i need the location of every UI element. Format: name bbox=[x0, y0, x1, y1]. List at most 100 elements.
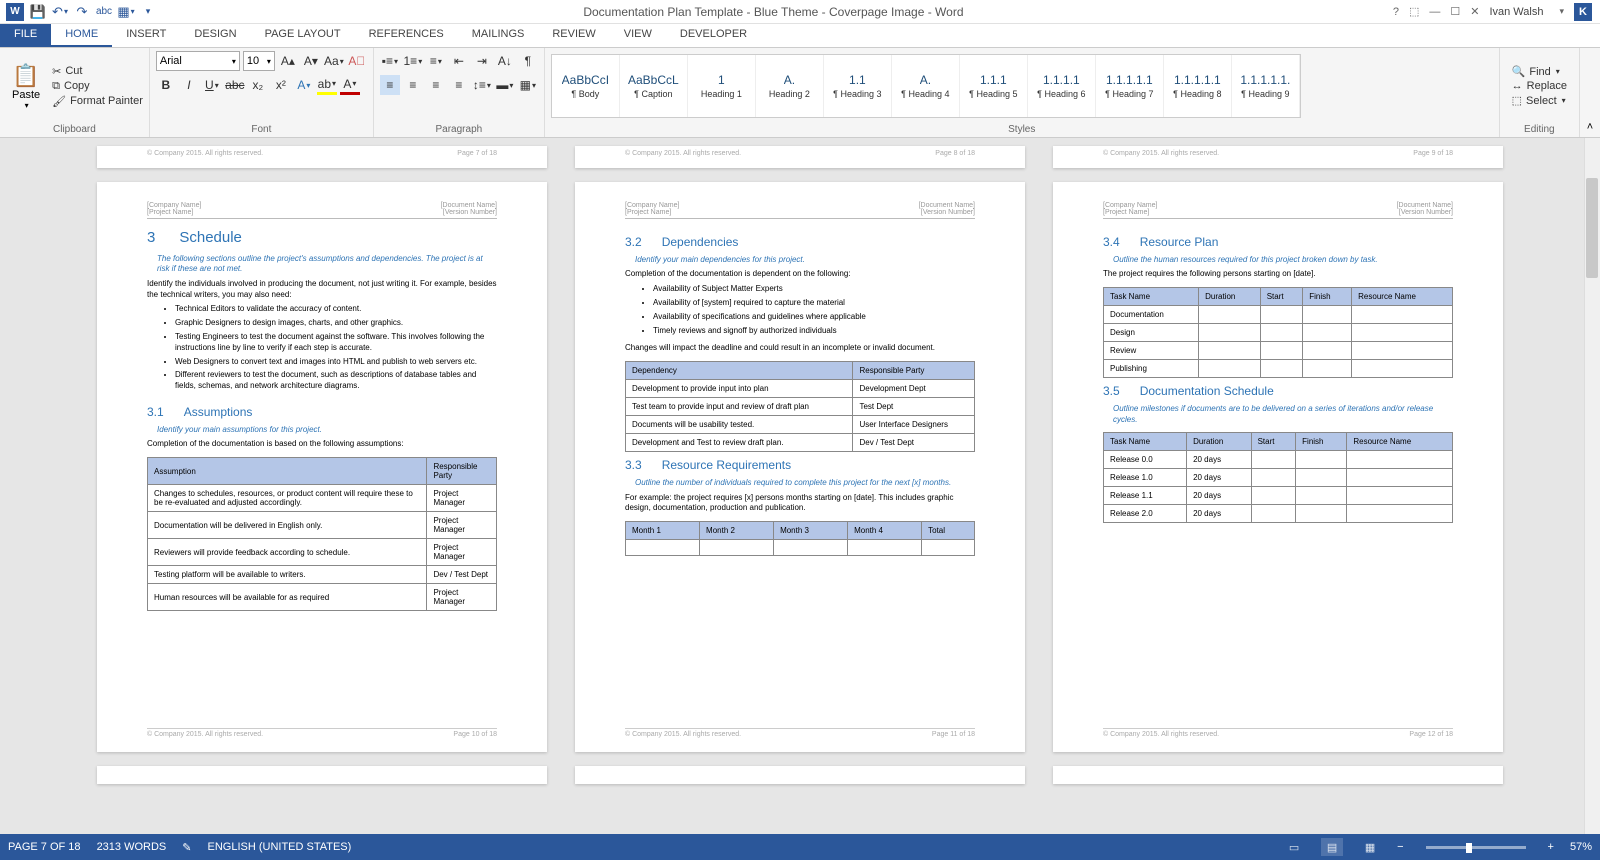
find-button[interactable]: 🔍Find▾ bbox=[1512, 65, 1567, 78]
shrink-font-icon[interactable]: A▾ bbox=[301, 51, 321, 71]
borders-icon[interactable]: ▦▾ bbox=[518, 75, 538, 95]
multilevel-icon[interactable]: ≡▾ bbox=[426, 51, 446, 71]
style-item[interactable]: 1.1.1.1.1¶ Heading 8 bbox=[1164, 55, 1232, 117]
close-icon[interactable]: ✕ bbox=[1470, 5, 1479, 18]
tab-design[interactable]: DESIGN bbox=[180, 24, 250, 47]
copy-button[interactable]: ⧉Copy bbox=[52, 80, 143, 93]
style-item[interactable]: 1.1.1.1.1¶ Heading 7 bbox=[1096, 55, 1164, 117]
format-painter-button[interactable]: 🖌Format Painter bbox=[52, 95, 143, 108]
help-icon[interactable]: ? bbox=[1393, 6, 1399, 18]
italic-icon[interactable]: I bbox=[179, 75, 199, 95]
styles-gallery[interactable]: AaBbCcI¶ BodyAaBbCcL¶ Caption1Heading 1A… bbox=[551, 54, 1301, 118]
months-table: Month 1Month 2Month 3Month 4Total bbox=[625, 521, 975, 556]
font-size-select[interactable]: 10▾ bbox=[243, 51, 275, 71]
style-item[interactable]: AaBbCcI¶ Body bbox=[552, 55, 620, 117]
font-color-icon[interactable]: A▾ bbox=[340, 75, 360, 95]
tab-developer[interactable]: DEVELOPER bbox=[666, 24, 761, 47]
bullets-icon[interactable]: ▪≡▾ bbox=[380, 51, 400, 71]
spellcheck-icon[interactable]: abc bbox=[96, 4, 112, 20]
style-item[interactable]: 1.1.1¶ Heading 5 bbox=[960, 55, 1028, 117]
table-icon[interactable]: ▦▾ bbox=[118, 4, 134, 20]
increase-indent-icon[interactable]: ⇥ bbox=[472, 51, 492, 71]
clear-format-icon[interactable]: A⃠ bbox=[347, 51, 367, 71]
align-center-icon[interactable]: ≡ bbox=[403, 75, 423, 95]
zoom-in-icon[interactable]: + bbox=[1548, 841, 1554, 853]
style-item[interactable]: A.Heading 2 bbox=[756, 55, 824, 117]
subscript-icon[interactable]: x₂ bbox=[248, 75, 268, 95]
body-text: Identify the individuals involved in pro… bbox=[147, 279, 497, 301]
status-page[interactable]: PAGE 7 OF 18 bbox=[8, 841, 81, 853]
print-layout-icon[interactable]: ▤ bbox=[1321, 838, 1343, 856]
proofing-icon[interactable]: ✎ bbox=[182, 841, 191, 854]
style-item[interactable]: 1.1.1.1.1.¶ Heading 9 bbox=[1232, 55, 1300, 117]
style-item[interactable]: 1Heading 1 bbox=[688, 55, 756, 117]
qat-customize-icon[interactable]: ▾ bbox=[140, 4, 156, 20]
title-bar: W 💾 ↶▾ ↷ abc ▦▾ ▾ Documentation Plan Tem… bbox=[0, 0, 1600, 24]
tab-file[interactable]: FILE bbox=[0, 24, 51, 47]
web-layout-icon[interactable]: ▦ bbox=[1359, 838, 1381, 856]
shading-icon[interactable]: ▬▾ bbox=[495, 75, 515, 95]
table-cell bbox=[1199, 306, 1261, 324]
window-title: Documentation Plan Template - Blue Theme… bbox=[162, 5, 1385, 19]
read-mode-icon[interactable]: ▭ bbox=[1283, 838, 1305, 856]
align-left-icon[interactable]: ≡ bbox=[380, 75, 400, 95]
underline-icon[interactable]: U▾ bbox=[202, 75, 222, 95]
text-effects-icon[interactable]: A▾ bbox=[294, 75, 314, 95]
painter-icon: 🖌 bbox=[52, 95, 66, 108]
footer-page: Page 7 of 18 bbox=[457, 150, 497, 164]
style-item[interactable]: 1.1.1.1¶ Heading 6 bbox=[1028, 55, 1096, 117]
collapse-ribbon-icon[interactable]: ˄ bbox=[1580, 48, 1600, 137]
minimize-icon[interactable]: — bbox=[1429, 6, 1440, 18]
paste-button[interactable]: 📋 Paste ▾ bbox=[6, 61, 46, 112]
document-area[interactable]: © Company 2015. All rights reserved. Pag… bbox=[0, 138, 1600, 834]
tab-references[interactable]: REFERENCES bbox=[355, 24, 458, 47]
table-cell: 20 days bbox=[1187, 468, 1252, 486]
tab-mailings[interactable]: MAILINGS bbox=[458, 24, 539, 47]
font-name-value: Arial bbox=[160, 55, 182, 67]
decrease-indent-icon[interactable]: ⇤ bbox=[449, 51, 469, 71]
tab-review[interactable]: REVIEW bbox=[538, 24, 609, 47]
undo-icon[interactable]: ↶▾ bbox=[52, 4, 68, 20]
table-header: Finish bbox=[1296, 432, 1347, 450]
font-name-select[interactable]: Arial▾ bbox=[156, 51, 240, 71]
ribbon-display-icon[interactable]: ⬚ bbox=[1409, 5, 1419, 18]
zoom-out-icon[interactable]: − bbox=[1397, 841, 1403, 853]
bold-icon[interactable]: B bbox=[156, 75, 176, 95]
style-item[interactable]: AaBbCcL¶ Caption bbox=[620, 55, 688, 117]
replace-button[interactable]: ↔Replace bbox=[1512, 80, 1567, 92]
vertical-scrollbar[interactable] bbox=[1584, 138, 1600, 834]
status-words[interactable]: 2313 WORDS bbox=[97, 841, 167, 853]
change-case-icon[interactable]: Aa▾ bbox=[324, 51, 344, 71]
user-badge[interactable]: K bbox=[1574, 3, 1592, 21]
align-right-icon[interactable]: ≡ bbox=[426, 75, 446, 95]
style-item[interactable]: A.¶ Heading 4 bbox=[892, 55, 960, 117]
strikethrough-icon[interactable]: abc bbox=[225, 75, 245, 95]
tab-page-layout[interactable]: PAGE LAYOUT bbox=[251, 24, 355, 47]
scroll-thumb[interactable] bbox=[1586, 178, 1598, 278]
superscript-icon[interactable]: x² bbox=[271, 75, 291, 95]
numbering-icon[interactable]: 1≡▾ bbox=[403, 51, 423, 71]
user-name[interactable]: Ivan Walsh bbox=[1489, 6, 1543, 18]
save-icon[interactable]: 💾 bbox=[30, 4, 46, 20]
zoom-level[interactable]: 57% bbox=[1570, 841, 1592, 853]
select-button[interactable]: ⬚Select▾ bbox=[1512, 94, 1567, 107]
tab-view[interactable]: VIEW bbox=[610, 24, 666, 47]
highlight-icon[interactable]: ab▾ bbox=[317, 75, 337, 95]
style-item[interactable]: 1.1¶ Heading 3 bbox=[824, 55, 892, 117]
maximize-icon[interactable]: ☐ bbox=[1450, 5, 1460, 18]
cut-button[interactable]: ✂Cut bbox=[52, 65, 143, 78]
zoom-slider[interactable] bbox=[1426, 846, 1526, 849]
zoom-thumb[interactable] bbox=[1466, 843, 1472, 853]
show-marks-icon[interactable]: ¶ bbox=[518, 51, 538, 71]
page-12[interactable]: [Company Name][Project Name] [Document N… bbox=[1053, 182, 1503, 752]
redo-icon[interactable]: ↷ bbox=[74, 4, 90, 20]
grow-font-icon[interactable]: A▴ bbox=[278, 51, 298, 71]
justify-icon[interactable]: ≡ bbox=[449, 75, 469, 95]
status-language[interactable]: ENGLISH (UNITED STATES) bbox=[207, 841, 351, 853]
sort-icon[interactable]: A↓ bbox=[495, 51, 515, 71]
page-10[interactable]: [Company Name][Project Name] [Document N… bbox=[97, 182, 547, 752]
page-11[interactable]: [Company Name][Project Name] [Document N… bbox=[575, 182, 1025, 752]
line-spacing-icon[interactable]: ↕≡▾ bbox=[472, 75, 492, 95]
tab-insert[interactable]: INSERT bbox=[112, 24, 180, 47]
tab-home[interactable]: HOME bbox=[51, 24, 112, 47]
